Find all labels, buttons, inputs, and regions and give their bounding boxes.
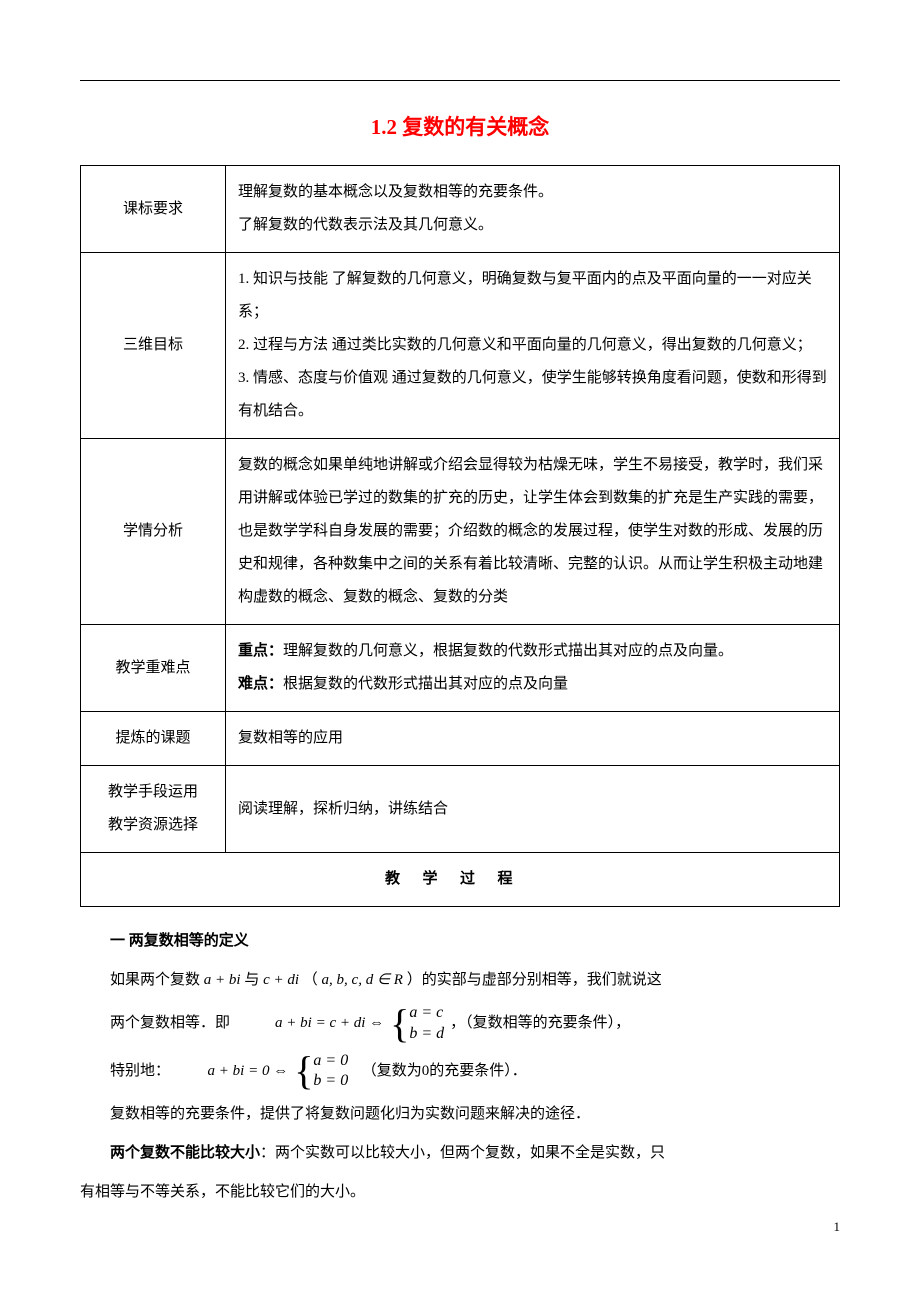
- lesson-plan-table: 课标要求理解复数的基本概念以及复数相等的充要条件。了解复数的代数表示法及其几何意…: [80, 165, 840, 907]
- math-row: b = d: [409, 1024, 444, 1045]
- page-title: 1.2 复数的有关概念: [80, 111, 840, 141]
- brace-icon: {: [294, 1051, 313, 1091]
- row-label: 三维目标: [81, 253, 226, 439]
- math-expr: a, b, c, d ∈ R: [322, 972, 403, 988]
- row-label: 教学重难点: [81, 625, 226, 712]
- brace-icon: {: [390, 1004, 409, 1044]
- math-row: b = 0: [313, 1071, 348, 1092]
- row-content: 1. 知识与技能 了解复数的几何意义，明确复数与复平面内的点及平面向量的一一对应…: [226, 253, 840, 439]
- paragraph-1: 如果两个复数 a + bi 与 c + di （ a, b, c, d ∈ R …: [80, 964, 840, 997]
- paragraph-3: 两个复数不能比较大小：两个实数可以比较大小，但两个复数，如果不全是实数，只: [80, 1137, 840, 1170]
- text: ，（复数相等的充要条件），: [450, 1007, 630, 1040]
- row-label: 课标要求: [81, 166, 226, 253]
- row-label: 提炼的课题: [81, 712, 226, 766]
- text: ）的实部与虚部分别相等，我们就说这: [407, 972, 662, 988]
- math-row: a = 0: [313, 1051, 348, 1072]
- text: 与: [244, 972, 259, 988]
- paragraph-3-cont: 有相等与不等关系，不能比较它们的大小。: [80, 1176, 840, 1209]
- text: 如果两个复数: [110, 972, 200, 988]
- text: 两个复数相等．即: [80, 1007, 275, 1040]
- text: （复数为0的充要条件）．: [354, 1055, 527, 1088]
- text: ：两个实数可以比较大小，但两个复数，如果不全是实数，只: [260, 1145, 665, 1161]
- row-content: 复数的概念如果单纯地讲解或介绍会显得较为枯燥无味，学生不易接受，教学时，我们采用…: [226, 439, 840, 625]
- text: （: [303, 972, 318, 988]
- math-lhs: a + bi = c + di ⇔: [275, 1007, 384, 1040]
- table-footer: 教学过程: [81, 853, 840, 907]
- brace-system: { a = c b = d: [390, 1003, 444, 1045]
- row-content: 复数相等的应用: [226, 712, 840, 766]
- row-content: 阅读理解，探析归纳，讲练结合: [226, 766, 840, 853]
- row-label: 学情分析: [81, 439, 226, 625]
- row-content: 理解复数的基本概念以及复数相等的充要条件。了解复数的代数表示法及其几何意义。: [226, 166, 840, 253]
- math-expr: c + di: [263, 972, 299, 988]
- section-heading: 一 两复数相等的定义: [80, 925, 840, 958]
- math-row: a = c: [409, 1003, 444, 1024]
- table-row: 教学手段运用教学资源选择阅读理解，探析归纳，讲练结合: [81, 766, 840, 853]
- lesson-body: 一 两复数相等的定义 如果两个复数 a + bi 与 c + di （ a, b…: [80, 925, 840, 1209]
- table-row: 提炼的课题复数相等的应用: [81, 712, 840, 766]
- table-row: 教学重难点重点：理解复数的几何意义，根据复数的代数形式描出其对应的点及向量。难点…: [81, 625, 840, 712]
- row-content: 重点：理解复数的几何意义，根据复数的代数形式描出其对应的点及向量。难点：根据复数…: [226, 625, 840, 712]
- math-expr: a + bi: [204, 972, 241, 988]
- paragraph-2: 复数相等的充要条件，提供了将复数问题化归为实数问题来解决的途径．: [80, 1098, 840, 1131]
- equation-1: 两个复数相等．即 a + bi = c + di ⇔ { a = c b = d…: [80, 1003, 840, 1045]
- table-row: 学情分析复数的概念如果单纯地讲解或介绍会显得较为枯燥无味，学生不易接受，教学时，…: [81, 439, 840, 625]
- brace-system: { a = 0 b = 0: [294, 1051, 348, 1093]
- table-row: 课标要求理解复数的基本概念以及复数相等的充要条件。了解复数的代数表示法及其几何意…: [81, 166, 840, 253]
- text: 特别地：: [80, 1055, 208, 1088]
- row-label: 教学手段运用教学资源选择: [81, 766, 226, 853]
- top-divider: [80, 80, 840, 81]
- math-lhs: a + bi = 0 ⇔: [208, 1055, 289, 1088]
- document-page: 1.2 复数的有关概念 课标要求理解复数的基本概念以及复数相等的充要条件。了解复…: [0, 0, 920, 1255]
- table-footer-row: 教学过程: [81, 853, 840, 907]
- bold-text: 两个复数不能比较大小: [110, 1145, 260, 1161]
- page-number: 1: [834, 1219, 841, 1235]
- equation-2: 特别地： a + bi = 0 ⇔ { a = 0 b = 0 （复数为0的充要…: [80, 1051, 840, 1093]
- table-row: 三维目标1. 知识与技能 了解复数的几何意义，明确复数与复平面内的点及平面向量的…: [81, 253, 840, 439]
